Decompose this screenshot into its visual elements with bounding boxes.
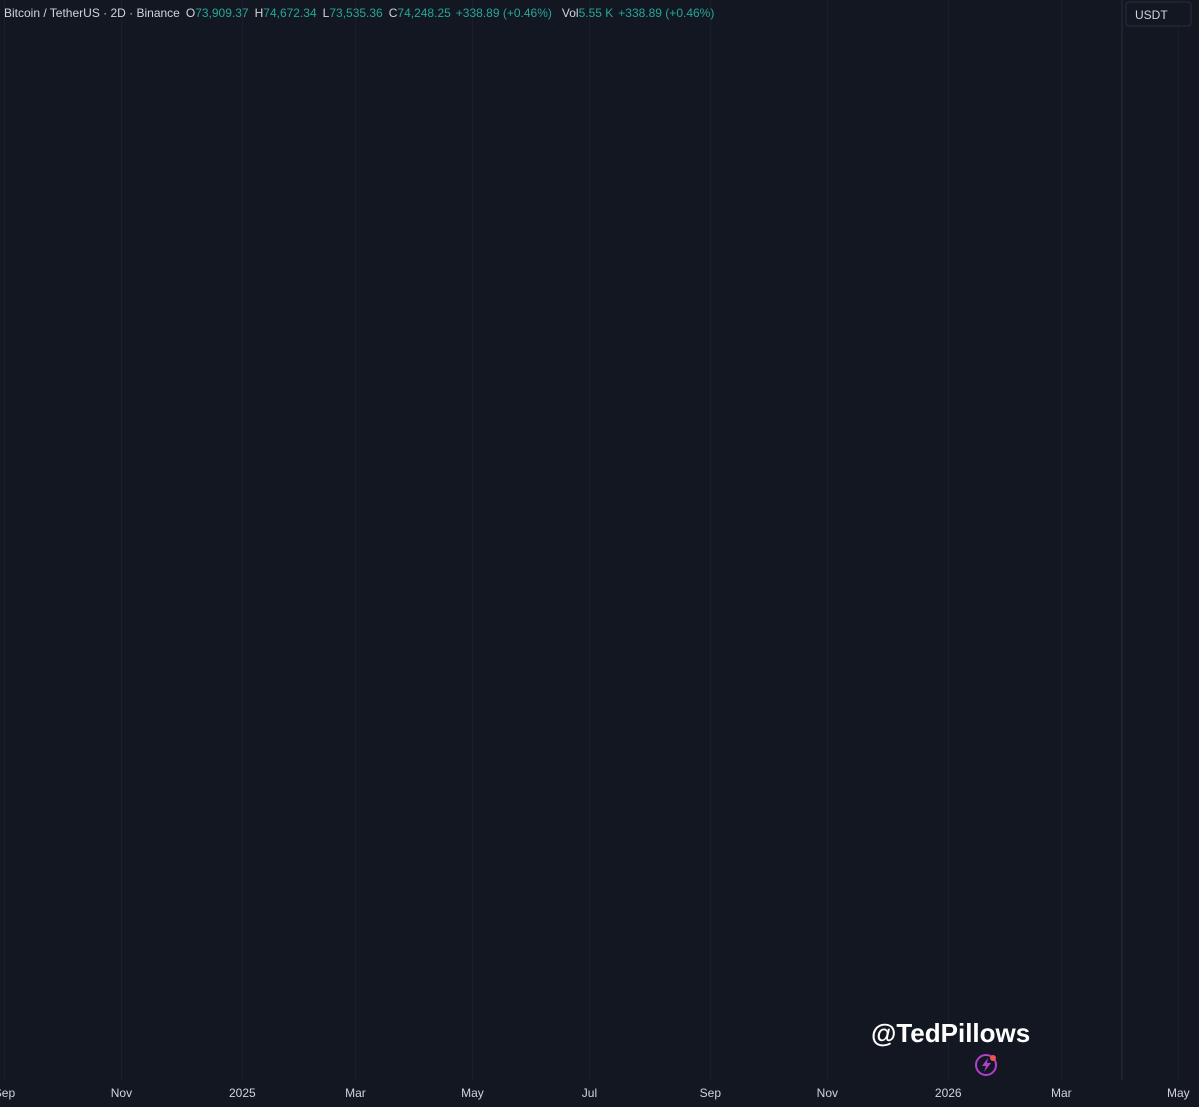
- x-tick-label: Nov: [111, 1086, 132, 1100]
- volume-label: Vol: [562, 6, 579, 20]
- low-value: 73,535.36: [329, 6, 383, 20]
- change-value: +338.89 (+0.46%): [456, 6, 552, 20]
- x-tick-label: May: [1167, 1086, 1190, 1100]
- volume-value: 5.55 K: [579, 6, 614, 20]
- close-label: C: [389, 6, 398, 20]
- low-label: L: [323, 6, 330, 20]
- high-label: H: [255, 6, 264, 20]
- lightning-icon[interactable]: [975, 1054, 997, 1076]
- open-value: 73,909.37: [195, 6, 249, 20]
- close-value: 74,248.25: [397, 6, 451, 20]
- x-tick-label: 2025: [229, 1086, 256, 1100]
- x-tick-label: May: [461, 1086, 484, 1100]
- x-tick-label: Sep: [700, 1086, 722, 1100]
- symbol-title: Bitcoin / TetherUS · 2D · Binance: [4, 6, 180, 20]
- time-axis[interactable]: Sep Nov 2025 Mar May Jul Sep Nov 2026 Mar May: [0, 1086, 1190, 1100]
- x-tick-label: Jul: [582, 1086, 597, 1100]
- volume-change: +338.89 (+0.46%): [618, 6, 714, 20]
- open-label: O: [186, 6, 195, 20]
- x-tick-label: Sep: [0, 1086, 15, 1100]
- currency-button[interactable]: USDT: [1125, 1, 1192, 27]
- author-watermark: @TedPillows: [871, 1018, 1030, 1048]
- x-tick-label: Mar: [345, 1086, 366, 1100]
- currency-label: USDT: [1135, 8, 1168, 22]
- grid-lines: [0, 0, 1178, 1080]
- legend-bar: Bitcoin / TetherUS · 2D · Binance O73,909…: [4, 6, 714, 20]
- x-tick-label: 2026: [935, 1086, 962, 1100]
- svg-text:Bitcoin / TetherUS · 2D · Bina: Bitcoin / TetherUS · 2D · Binance O73,909…: [4, 6, 714, 20]
- high-value: 74,672.34: [263, 6, 317, 20]
- x-tick-label: Nov: [817, 1086, 838, 1100]
- x-tick-label: Mar: [1051, 1086, 1072, 1100]
